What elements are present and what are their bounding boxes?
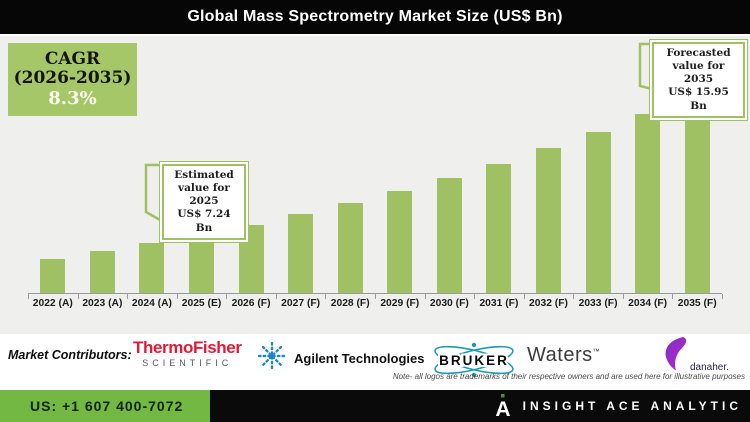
phone-number: US: +1 607 400-7072	[30, 398, 184, 414]
callout-forecasted-2035: Forecasted value for 2035 US$ 15.95 Bn	[649, 39, 748, 121]
x-axis-label: 2030 (F)	[429, 298, 469, 309]
page-title: Global Mass Spectrometry Market Size (US…	[187, 8, 563, 25]
bar-2035 (F)	[684, 96, 710, 293]
x-axis-label: 2029 (F)	[380, 298, 420, 309]
x-axis-label: 2027 (F)	[281, 298, 321, 309]
x-axis-line	[28, 293, 722, 294]
bar-chart: 2022 (A) 2023 (A) 2024 (A) 2025 (E) 2026 (F)…	[0, 36, 750, 334]
brand-name: INSIGHT ACE ANALYTIC	[522, 399, 742, 413]
svg-text:A: A	[495, 398, 510, 418]
axis-tick	[424, 294, 426, 299]
axis-tick	[275, 294, 277, 299]
cagr-period: (2026-2035)	[13, 68, 132, 89]
axis-tick	[28, 294, 29, 299]
forecasted-line1: Forecasted	[666, 47, 731, 59]
x-axis-label: 2033 (F)	[578, 298, 618, 309]
agilent-starburst-icon	[257, 341, 287, 375]
waters-logo: Waters™	[527, 344, 600, 367]
bruker-logo: BRUKER	[428, 340, 520, 385]
estimated-line2: value for 2025	[178, 182, 230, 208]
callout-estimated-2025: Estimated value for 2025 US$ 7.24 Bn	[159, 161, 249, 243]
axis-tick	[672, 294, 674, 299]
forecasted-line2: value for 2035	[672, 60, 725, 86]
thermo-fisher-wordmark: ThermoFisher	[133, 338, 242, 357]
x-axis-label: 2031 (F)	[479, 298, 519, 309]
bar-2023 (A)	[89, 251, 115, 293]
danaher-wordmark: danaher.	[690, 362, 729, 373]
x-axis-label: 2032 (F)	[529, 298, 568, 309]
title-bar: Global Mass Spectrometry Market Size (US…	[0, 0, 750, 34]
bar-2030 (F)	[436, 178, 462, 293]
axis-tick	[622, 294, 624, 299]
axis-tick	[375, 294, 376, 299]
estimated-line1: Estimated	[174, 169, 234, 181]
footer-bar: US: +1 607 400-7072 A INSIGHT ACE ANALYT…	[0, 390, 750, 422]
axis-tick	[325, 294, 327, 299]
bar-2029 (F)	[387, 191, 413, 293]
bar-2027 (F)	[288, 214, 314, 293]
thermo-fisher-scientific-text: SCIENTIFIC	[142, 358, 233, 368]
danaher-logo: danaher.	[662, 336, 748, 376]
bar-2032 (F)	[536, 148, 561, 293]
bar-2025 (E)	[189, 234, 214, 293]
x-axis-label: 2024 (A)	[131, 298, 172, 309]
cagr-badge: CAGR (2026-2035) 8.3%	[8, 43, 137, 116]
footer-brand-block: A INSIGHT ACE ANALYTIC	[493, 390, 742, 422]
contributors-strip: Market Contributors: ThermoFisher SCIENT…	[0, 334, 750, 390]
contributors-label: Market Contributors:	[8, 348, 132, 362]
axis-tick	[127, 294, 129, 299]
bar-2034 (F)	[635, 114, 661, 293]
x-axis-label: 2023 (A)	[82, 298, 123, 309]
forecasted-value: US$ 15.95 Bn	[668, 86, 729, 112]
axis-tick	[573, 294, 575, 299]
bar-2033 (F)	[585, 132, 611, 293]
agilent-wordmark: Agilent Technologies	[294, 351, 425, 366]
axis-tick	[474, 294, 476, 299]
waters-wordmark: Waters	[527, 344, 593, 366]
x-axis-label: 2034 (F)	[628, 298, 668, 309]
danaher-swoosh-icon	[665, 337, 687, 371]
cagr-value: 8.3%	[48, 87, 97, 109]
x-axis-label: 2025 (E)	[181, 298, 222, 309]
x-axis-label: 2028 (F)	[330, 298, 370, 309]
axis-tick	[226, 294, 228, 299]
thermo-fisher-logo: ThermoFisher SCIENTIFIC	[133, 339, 242, 368]
estimated-value: US$ 7.24 Bn	[177, 208, 231, 234]
x-axis-label: 2035 (F)	[677, 298, 717, 309]
axis-tick	[523, 294, 525, 299]
bar-2022 (A)	[40, 259, 66, 293]
trademark-note: Note- all logos are trademarks of their …	[392, 372, 745, 381]
bar-2028 (F)	[337, 203, 363, 293]
cagr-title: CAGR	[44, 48, 101, 69]
axis-tick	[176, 294, 178, 299]
insight-ace-logo-icon: A	[495, 394, 510, 418]
axis-tick	[722, 294, 723, 299]
footer-phone-block: US: +1 607 400-7072	[0, 390, 210, 422]
bar-2024 (A)	[139, 243, 165, 293]
x-axis-label: 2022 (A)	[32, 298, 73, 309]
agilent-logo: Agilent Technologies	[257, 341, 425, 375]
axis-tick	[77, 294, 79, 299]
waters-tm-mark: ™	[592, 348, 601, 356]
bruker-wordmark: BRUKER	[439, 353, 509, 368]
bar-2031 (F)	[486, 164, 512, 293]
x-axis-label: 2026 (F)	[231, 298, 271, 309]
